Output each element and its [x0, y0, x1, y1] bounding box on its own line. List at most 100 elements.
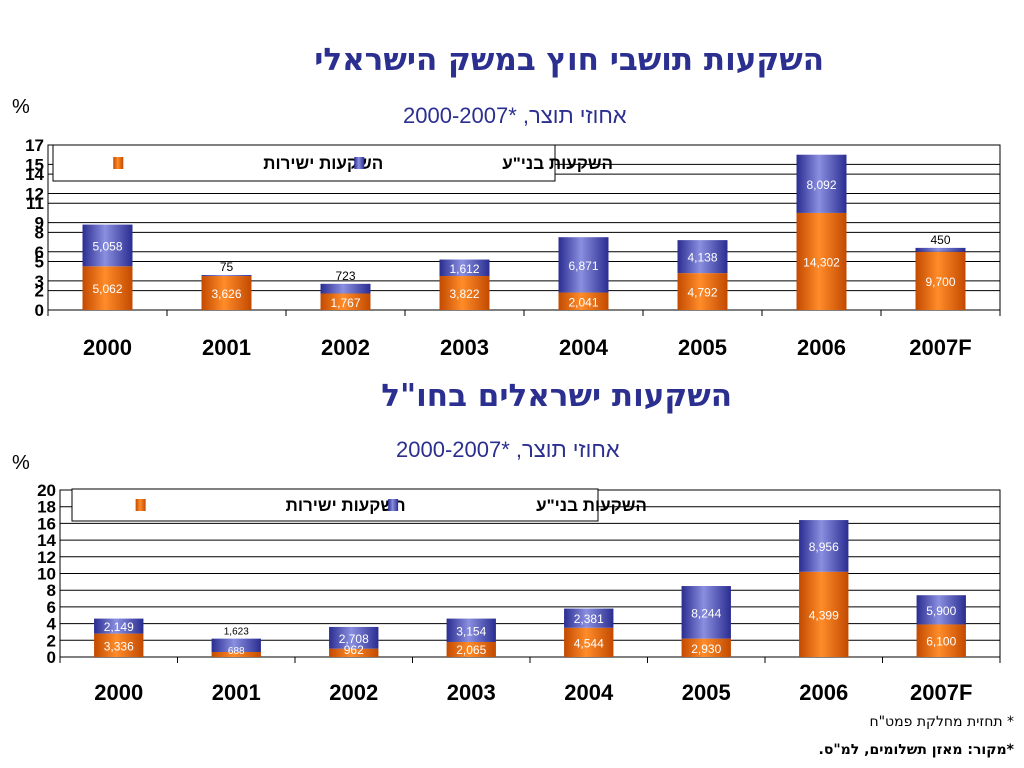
bar-direct	[796, 212, 847, 310]
bar-portfolio	[439, 259, 490, 277]
forecast-footnote: * תחזית מחלקת פמט"ח	[869, 714, 1014, 730]
bar-direct	[446, 641, 496, 657]
bar-direct	[94, 633, 144, 657]
chart2-subtitle: אחוזי תוצר, *2000-2007	[396, 437, 620, 462]
data-label-portfolio: 4,138	[687, 251, 717, 265]
data-label-portfolio: 450	[930, 233, 950, 247]
chart2-title: השקעות ישראלים בחו"ל	[381, 378, 732, 414]
y-tick-label: 12	[25, 185, 44, 204]
data-label-direct: 1,767	[330, 296, 360, 310]
x-tick-label: 2007F	[909, 335, 971, 360]
y-tick-label: 2	[35, 282, 44, 301]
y-tick-label: 0	[47, 648, 56, 667]
source-footnote: *מקור: מאזן תשלומים, למ"ס.	[818, 742, 1014, 758]
data-label-portfolio: 2,149	[104, 620, 134, 634]
data-label-direct: 4,544	[574, 636, 604, 650]
bar-direct	[915, 251, 966, 310]
y-tick-label: 16	[37, 514, 56, 533]
bar-portfolio	[564, 608, 614, 628]
x-tick-label: 2007F	[910, 680, 972, 705]
y-tick-label: 18	[37, 498, 56, 517]
y-tick-label: 0	[35, 301, 44, 320]
y-tick-label: 10	[37, 565, 56, 584]
bar-portfolio	[446, 618, 496, 642]
legend-direct-swatch	[135, 499, 146, 511]
legend-box	[52, 144, 556, 182]
y-tick-label: 6	[35, 243, 44, 262]
x-tick-label: 2004	[559, 335, 609, 360]
data-label-direct: 2,930	[691, 642, 721, 656]
x-tick-label: 2005	[682, 680, 731, 705]
bar-portfolio	[681, 586, 731, 639]
bar-portfolio	[329, 626, 379, 649]
data-label-direct: 3,336	[104, 639, 134, 653]
bar-portfolio	[82, 224, 133, 267]
data-label-portfolio: 1,623	[224, 627, 249, 638]
x-tick-label: 2002	[321, 335, 370, 360]
data-label-direct: 962	[344, 643, 364, 657]
legend-portfolio-swatch	[354, 157, 365, 169]
y-tick-label: 2	[47, 631, 56, 650]
y-tick-label: 5	[35, 252, 44, 271]
data-label-portfolio: 6,871	[568, 259, 598, 273]
y-tick-label: 8	[35, 223, 44, 242]
data-label-direct: 4,792	[687, 286, 717, 300]
x-tick-label: 2000	[83, 335, 132, 360]
bar-direct	[564, 627, 614, 657]
bar-portfolio	[211, 638, 261, 652]
chart1-title: השקעות תושבי חוץ במשק הישראלי	[314, 42, 824, 78]
legend-direct-label: השקעות ישירות	[286, 496, 406, 515]
bar-portfolio	[916, 595, 966, 625]
chart2-unit-label: %	[12, 452, 30, 474]
bar-direct	[439, 276, 490, 310]
chart1-unit-label: %	[12, 96, 30, 118]
data-label-direct: 2,041	[568, 295, 598, 309]
bar-direct	[329, 648, 379, 657]
y-tick-label: 17	[25, 136, 44, 155]
data-label-direct: 6,100	[926, 635, 956, 649]
bar-portfolio	[915, 247, 966, 252]
x-tick-label: 2004	[564, 680, 614, 705]
data-label-direct: 3,626	[211, 287, 241, 301]
x-tick-label: 2001	[212, 680, 261, 705]
y-tick-label: 14	[25, 165, 44, 184]
data-label-portfolio: 1,612	[449, 262, 479, 276]
legend-box	[71, 488, 599, 522]
bar-direct	[799, 571, 849, 657]
y-tick-label: 20	[37, 481, 56, 500]
bar-portfolio	[677, 240, 728, 274]
y-tick-label: 8	[47, 581, 56, 600]
bar-direct	[201, 276, 252, 310]
bar-direct	[211, 651, 261, 657]
bar-direct	[82, 266, 133, 310]
y-tick-label: 4	[47, 615, 57, 634]
y-tick-label: 15	[25, 155, 44, 174]
data-label-direct: 3,822	[449, 287, 479, 301]
legend-portfolio-label: השקעות בני"ע	[536, 496, 647, 515]
y-tick-label: 9	[35, 214, 44, 233]
data-label-portfolio: 8,956	[809, 540, 839, 554]
chart1-subtitle: אחוזי תוצר, *2000-2007	[403, 103, 627, 128]
data-label-portfolio: 5,058	[92, 239, 122, 253]
y-tick-label: 6	[47, 598, 56, 617]
data-label-direct: 688	[228, 646, 245, 657]
data-label-direct: 9,700	[925, 275, 955, 289]
y-tick-label: 3	[35, 272, 44, 291]
data-label-portfolio: 75	[220, 260, 234, 274]
bar-direct	[320, 293, 371, 310]
data-label-portfolio: 5,900	[926, 604, 956, 618]
x-tick-label: 2002	[329, 680, 378, 705]
legend-direct-swatch	[113, 157, 124, 169]
data-label-portfolio: 8,244	[691, 606, 721, 620]
y-tick-label: 12	[37, 548, 56, 567]
x-tick-label: 2006	[799, 680, 848, 705]
bar-portfolio	[799, 520, 849, 572]
bar-portfolio	[201, 275, 252, 277]
data-label-direct: 4,399	[809, 608, 839, 622]
x-tick-label: 2003	[440, 335, 489, 360]
bar-direct	[558, 292, 609, 310]
